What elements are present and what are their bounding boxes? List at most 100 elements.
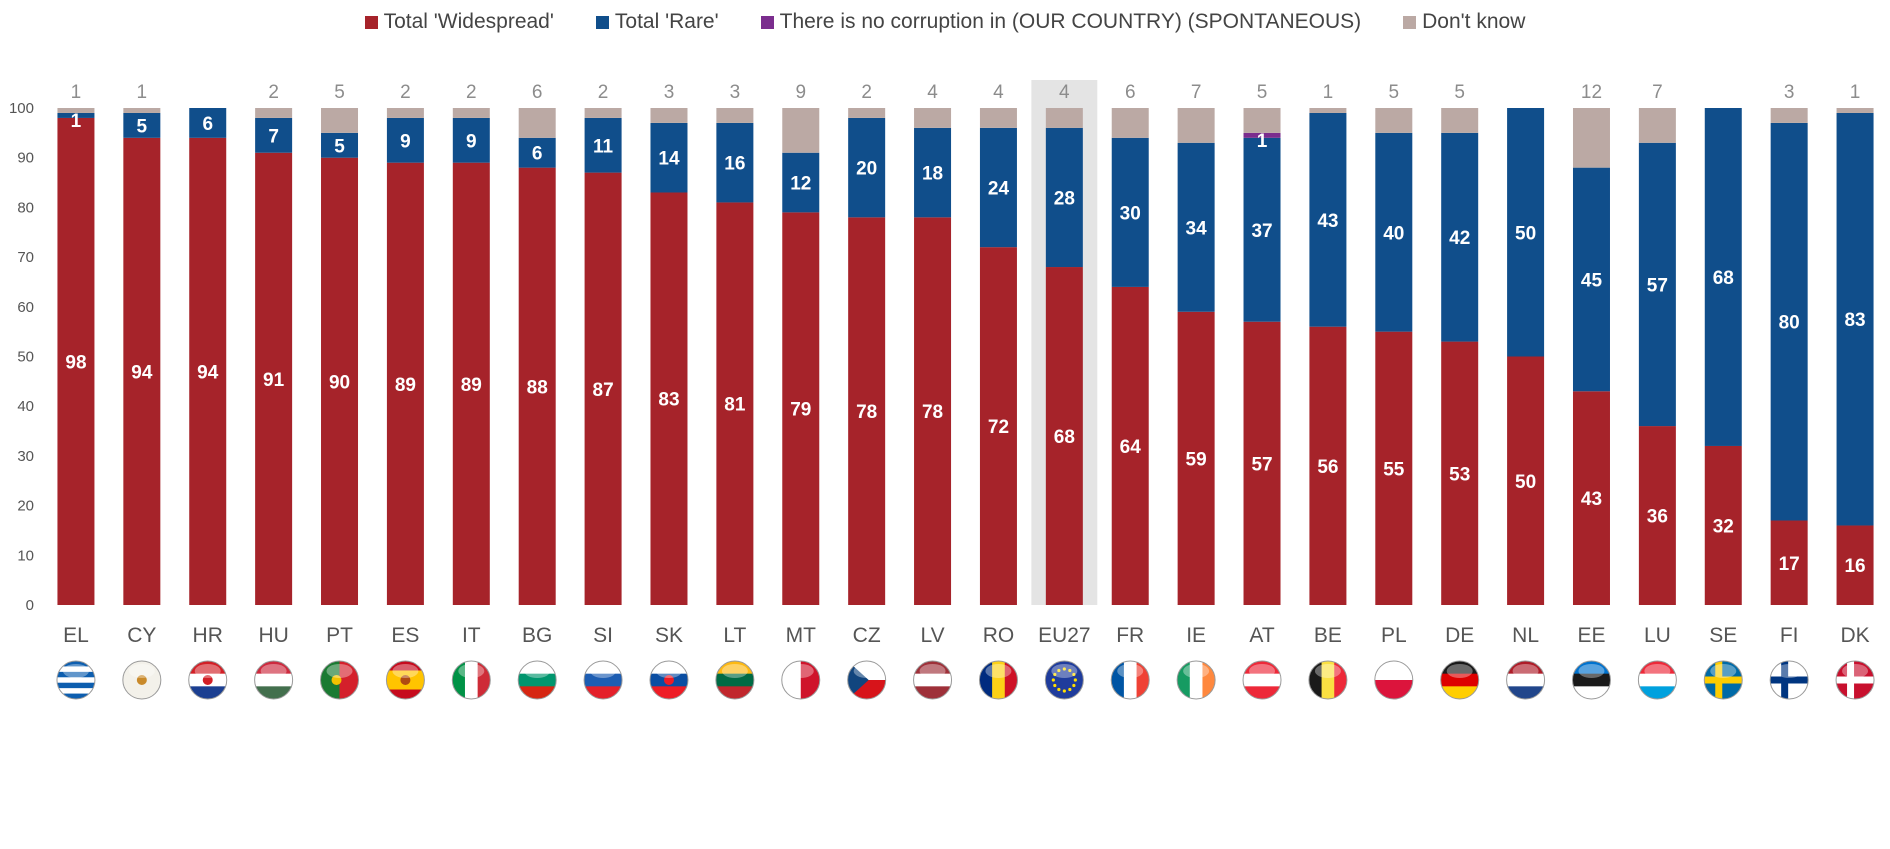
bar-segment	[1045, 127, 1083, 268]
legend-item: Total 'Rare'	[595, 10, 719, 34]
data-label: 7	[268, 126, 279, 147]
bar-segment	[1243, 132, 1281, 138]
x-tick-label: AT	[1249, 624, 1274, 647]
data-label: 36	[1647, 507, 1668, 528]
bar-segment	[848, 217, 886, 605]
data-label: 1	[71, 111, 82, 132]
flag-border	[649, 660, 689, 700]
bar-segment	[1441, 132, 1479, 342]
bar-segment	[1770, 122, 1808, 521]
bar-segment	[1507, 108, 1545, 357]
flag-luxembourg-icon	[1638, 661, 1677, 699]
legend-item: Total 'Widespread'	[364, 10, 554, 34]
bar-segment	[650, 192, 688, 606]
flag-poland-icon	[1374, 661, 1413, 699]
dont-know-label: 12	[1581, 82, 1602, 103]
data-label: 57	[1251, 454, 1272, 475]
data-label: 17	[1779, 554, 1800, 575]
bar-segment	[255, 108, 293, 118]
y-tick-label: 40	[17, 398, 34, 415]
x-tick-label: EE	[1577, 624, 1605, 647]
flag-border	[1835, 660, 1875, 700]
legend-swatch	[760, 15, 774, 29]
bar-segment	[386, 117, 424, 163]
bar-segment	[1309, 112, 1347, 327]
dont-know-label: 2	[861, 82, 872, 103]
x-tick-label: SI	[593, 624, 613, 647]
bar-segment	[1836, 112, 1874, 526]
data-label: 94	[197, 362, 219, 383]
bar-segment	[1441, 108, 1479, 133]
x-tick-label: IT	[462, 624, 481, 647]
bar-segment	[1704, 445, 1742, 605]
data-label: 78	[922, 402, 943, 423]
flag-sweden-icon	[1704, 661, 1743, 699]
data-label: 40	[1383, 223, 1404, 244]
bar-segment	[57, 112, 95, 118]
bar-segment	[1836, 525, 1874, 605]
bar-segment	[716, 122, 754, 203]
data-label: 43	[1581, 489, 1602, 510]
dont-know-label: 1	[1850, 82, 1861, 103]
bar-segment	[57, 108, 95, 113]
bar-segment	[321, 157, 359, 605]
flag-border	[1703, 660, 1743, 700]
dont-know-label: 1	[1323, 82, 1334, 103]
bar-segment	[1770, 108, 1808, 123]
x-tick-label: MT	[786, 624, 816, 647]
dont-know-label: 7	[1191, 82, 1202, 103]
flag-denmark-icon	[1836, 661, 1875, 699]
bar-segment	[321, 132, 359, 158]
dont-know-label: 3	[664, 82, 675, 103]
flag-austria-icon	[1243, 661, 1282, 699]
dont-know-label: 3	[730, 82, 741, 103]
bar-segment	[914, 127, 952, 218]
x-tick-label: FR	[1116, 624, 1144, 647]
flag-slovakia-icon	[649, 661, 688, 699]
flag-border	[188, 660, 228, 700]
flag-france-icon	[1111, 661, 1150, 699]
bar-segment	[1111, 108, 1149, 138]
data-label: 5	[137, 116, 148, 137]
data-label: 34	[1186, 218, 1208, 239]
data-label: 50	[1515, 223, 1536, 244]
bar-segment	[518, 167, 556, 605]
y-tick-label: 80	[17, 199, 34, 216]
x-tick-label: CZ	[853, 624, 881, 647]
bar-segment	[782, 212, 820, 605]
x-tick-label: BG	[522, 624, 552, 647]
x-tick-label: SK	[655, 624, 683, 647]
flag-border	[320, 660, 360, 700]
flag-spain-icon	[386, 661, 425, 699]
bar-segment	[1572, 391, 1610, 605]
flag-border	[122, 660, 162, 700]
flag-border	[1506, 660, 1546, 700]
data-label: 6	[202, 114, 213, 135]
data-label: 89	[395, 375, 416, 396]
y-tick-label: 0	[26, 597, 34, 614]
flag-malta-icon	[781, 661, 820, 699]
flag-border	[254, 660, 294, 700]
flag-border	[451, 660, 491, 700]
dont-know-label: 4	[927, 82, 938, 103]
bar-segment	[386, 108, 424, 118]
flag-czechia-icon	[847, 661, 886, 699]
dont-know-label: 6	[532, 82, 543, 103]
x-tick-label: ES	[391, 624, 419, 647]
data-label: 12	[790, 174, 811, 195]
data-label: 28	[1054, 188, 1075, 209]
flag-border	[1242, 660, 1282, 700]
data-label: 14	[658, 149, 680, 170]
legend-swatch	[595, 15, 609, 29]
flag-cyprus-icon	[122, 661, 161, 699]
data-label: 68	[1054, 427, 1075, 448]
bar-segment	[518, 137, 556, 168]
bar-segment	[1375, 132, 1413, 332]
flag-border	[56, 660, 96, 700]
flag-croatia-icon	[188, 661, 227, 699]
bar-segment	[452, 162, 490, 606]
bar-segment	[1375, 331, 1413, 605]
data-label: 1	[1257, 131, 1268, 152]
bar-segment	[1111, 137, 1149, 287]
flag-border	[385, 660, 425, 700]
